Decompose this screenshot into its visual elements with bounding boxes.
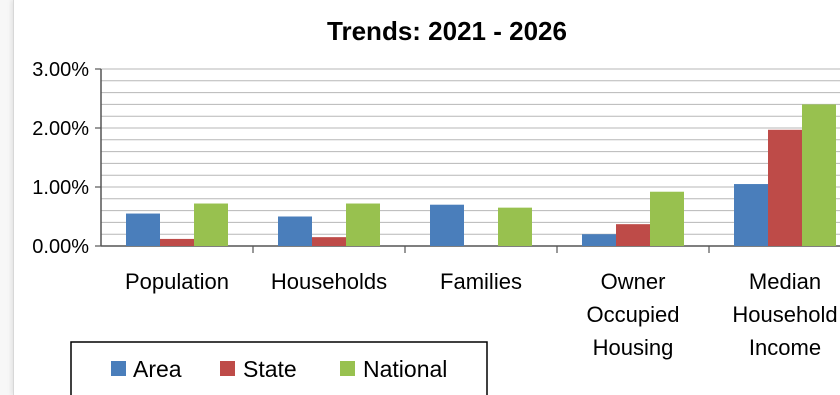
chart-legend: Area State National	[70, 341, 488, 395]
tick-layer: 0.00% 1.00% 2.00% 3.00% Population Households…	[32, 59, 837, 360]
bar-national-2	[498, 207, 532, 246]
bar-state-1	[312, 237, 346, 246]
x-tick-label-2-0: Families	[440, 269, 522, 294]
bar-area-1	[278, 216, 312, 246]
x-tick-label-4-2: Income	[749, 335, 821, 360]
x-tick-label-0-0: Population	[125, 269, 229, 294]
legend-label-area: Area	[133, 356, 182, 382]
legend-label-state: State	[243, 356, 297, 382]
grid-layer	[101, 68, 840, 247]
x-tick-label-4-0: Median	[749, 269, 821, 294]
bar-national-3	[650, 191, 684, 246]
bar-national-1	[346, 203, 380, 246]
bar-layer	[126, 104, 836, 247]
x-tick-label-3-1: Occupied	[587, 302, 680, 327]
chart-panel: Trends: 2021 - 2026 0.00% 1.00% 2.00% 3.00%…	[13, 0, 840, 395]
legend-label-national: National	[363, 356, 447, 382]
legend-swatch-state	[220, 361, 235, 376]
y-tick-label-1: 1.00%	[32, 177, 89, 199]
y-tick-label-0: 0.00%	[32, 236, 89, 258]
x-tick-label-4-1: Household	[732, 302, 837, 327]
y-tick-label-2: 2.00%	[32, 118, 89, 140]
bar-area-4	[734, 184, 768, 246]
x-tick-label-3-0: Owner	[601, 269, 666, 294]
bar-national-4	[802, 104, 836, 247]
bar-state-3	[616, 224, 650, 246]
bar-state-4	[768, 129, 802, 246]
x-tick-label-1-0: Households	[271, 269, 387, 294]
legend-swatch-area	[111, 361, 126, 376]
bar-state-0	[160, 238, 194, 246]
legend-swatch-national	[340, 361, 355, 376]
bar-area-3	[582, 234, 616, 246]
bar-national-0	[194, 203, 228, 246]
chart-title: Trends: 2021 - 2026	[327, 16, 567, 46]
bar-area-0	[126, 213, 160, 246]
chart-svg: Trends: 2021 - 2026 0.00% 1.00% 2.00% 3.00%…	[32, 16, 840, 395]
y-tick-label-3: 3.00%	[32, 59, 89, 81]
x-tick-label-3-2: Housing	[593, 335, 674, 360]
bar-area-2	[430, 204, 464, 246]
legend-frame	[70, 341, 488, 395]
